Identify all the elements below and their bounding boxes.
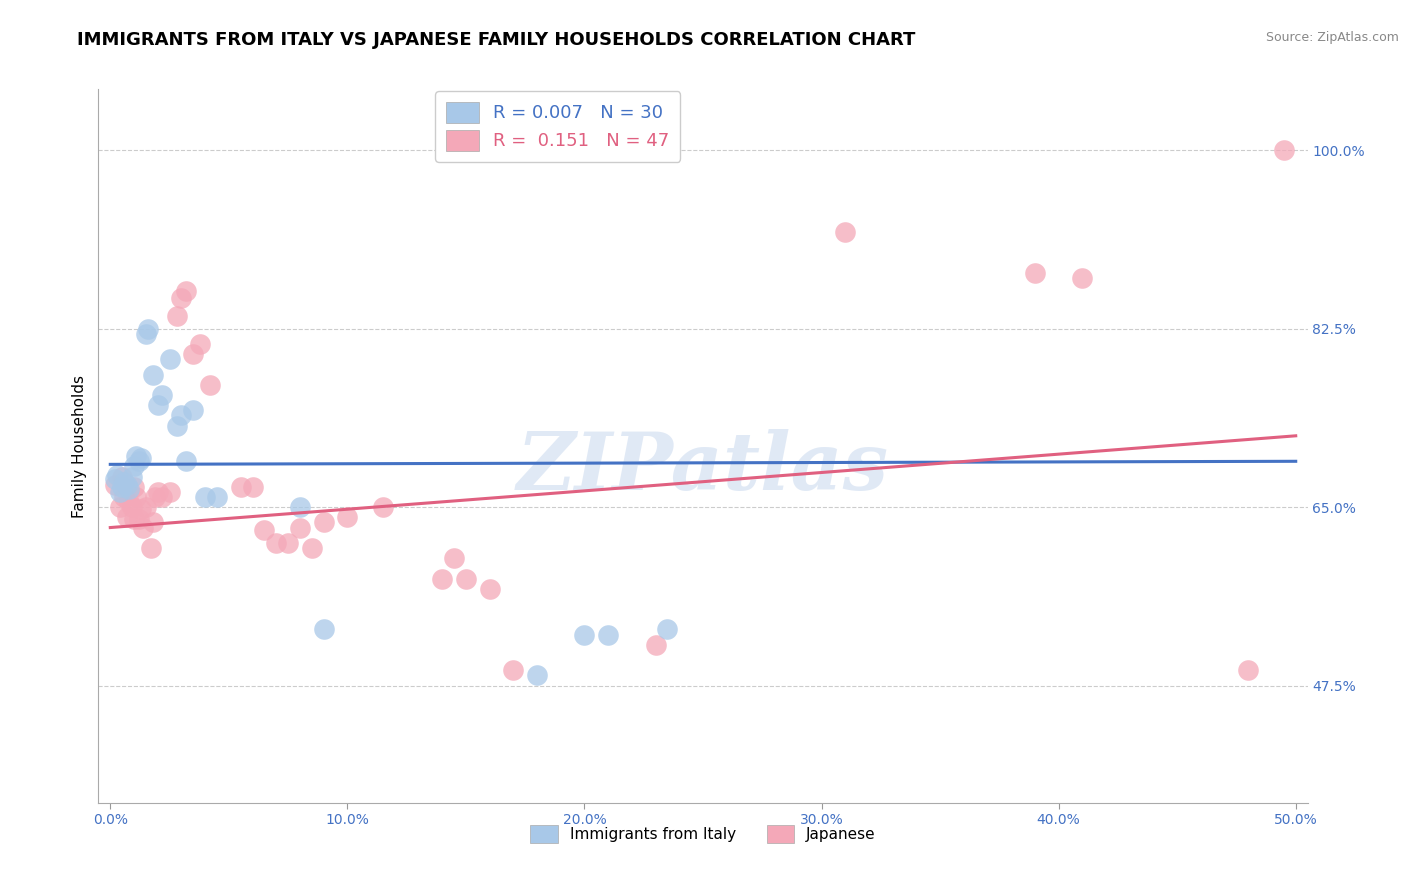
Point [229,480,252,494]
Point [135,326,157,341]
Text: ZIPatlas: ZIPatlas [517,429,889,506]
Point [181,347,204,361]
Point [598,627,620,641]
Point [242,480,264,494]
Point [128,512,150,526]
Point [105,467,128,482]
Point [146,398,169,412]
Point [152,490,174,504]
Point [644,638,666,652]
Point [159,352,181,367]
Point [170,291,193,305]
Point [336,510,359,524]
Point [181,403,204,417]
Point [115,510,138,524]
Point [454,572,477,586]
Point [108,484,131,499]
Point [1024,266,1046,280]
Point [277,536,299,550]
Point [125,490,148,504]
Point [170,409,193,423]
Point [1071,270,1094,285]
Point [122,459,145,474]
Point [136,322,159,336]
Legend: Immigrants from Italy, Japanese: Immigrants from Italy, Japanese [524,819,882,848]
Point [253,523,276,537]
Point [121,469,143,483]
Point [143,490,166,504]
Point [142,516,165,530]
Point [657,623,679,637]
Point [122,480,145,494]
Point [166,418,188,433]
Point [139,541,162,555]
Point [114,475,136,489]
Point [312,623,335,637]
Point [118,482,141,496]
Point [288,500,311,515]
Point [111,469,134,483]
Point [146,484,169,499]
Point [574,627,596,641]
Point [264,536,287,550]
Point [122,512,145,526]
Point [104,472,127,486]
Point [104,477,127,491]
Point [166,309,188,323]
Point [312,516,335,530]
Point [135,500,157,515]
Text: IMMIGRANTS FROM ITALY VS JAPANESE FAMILY HOUSEHOLDS CORRELATION CHART: IMMIGRANTS FROM ITALY VS JAPANESE FAMILY… [77,31,915,49]
Point [111,480,134,494]
Point [132,520,155,534]
Point [121,500,143,515]
Point [190,337,212,351]
Point [443,551,465,566]
Point [205,490,228,504]
Point [125,449,148,463]
Point [174,284,197,298]
Point [159,484,181,499]
Text: Source: ZipAtlas.com: Source: ZipAtlas.com [1265,31,1399,45]
Point [174,454,197,468]
Point [834,225,856,239]
Point [152,388,174,402]
Point [1272,144,1295,158]
Point [115,477,138,491]
Point [301,541,323,555]
Point [129,451,152,466]
Point [502,663,524,677]
Point [432,572,454,586]
Point [198,377,221,392]
Point [128,454,150,468]
Point [114,490,136,504]
Point [129,502,152,516]
Point [371,500,394,515]
Point [142,368,165,382]
Point [118,495,141,509]
Point [526,668,548,682]
Point [194,490,217,504]
Point [478,582,501,596]
Point [108,500,131,515]
Y-axis label: Family Households: Family Households [72,375,87,517]
Point [1237,663,1260,677]
Point [288,520,311,534]
